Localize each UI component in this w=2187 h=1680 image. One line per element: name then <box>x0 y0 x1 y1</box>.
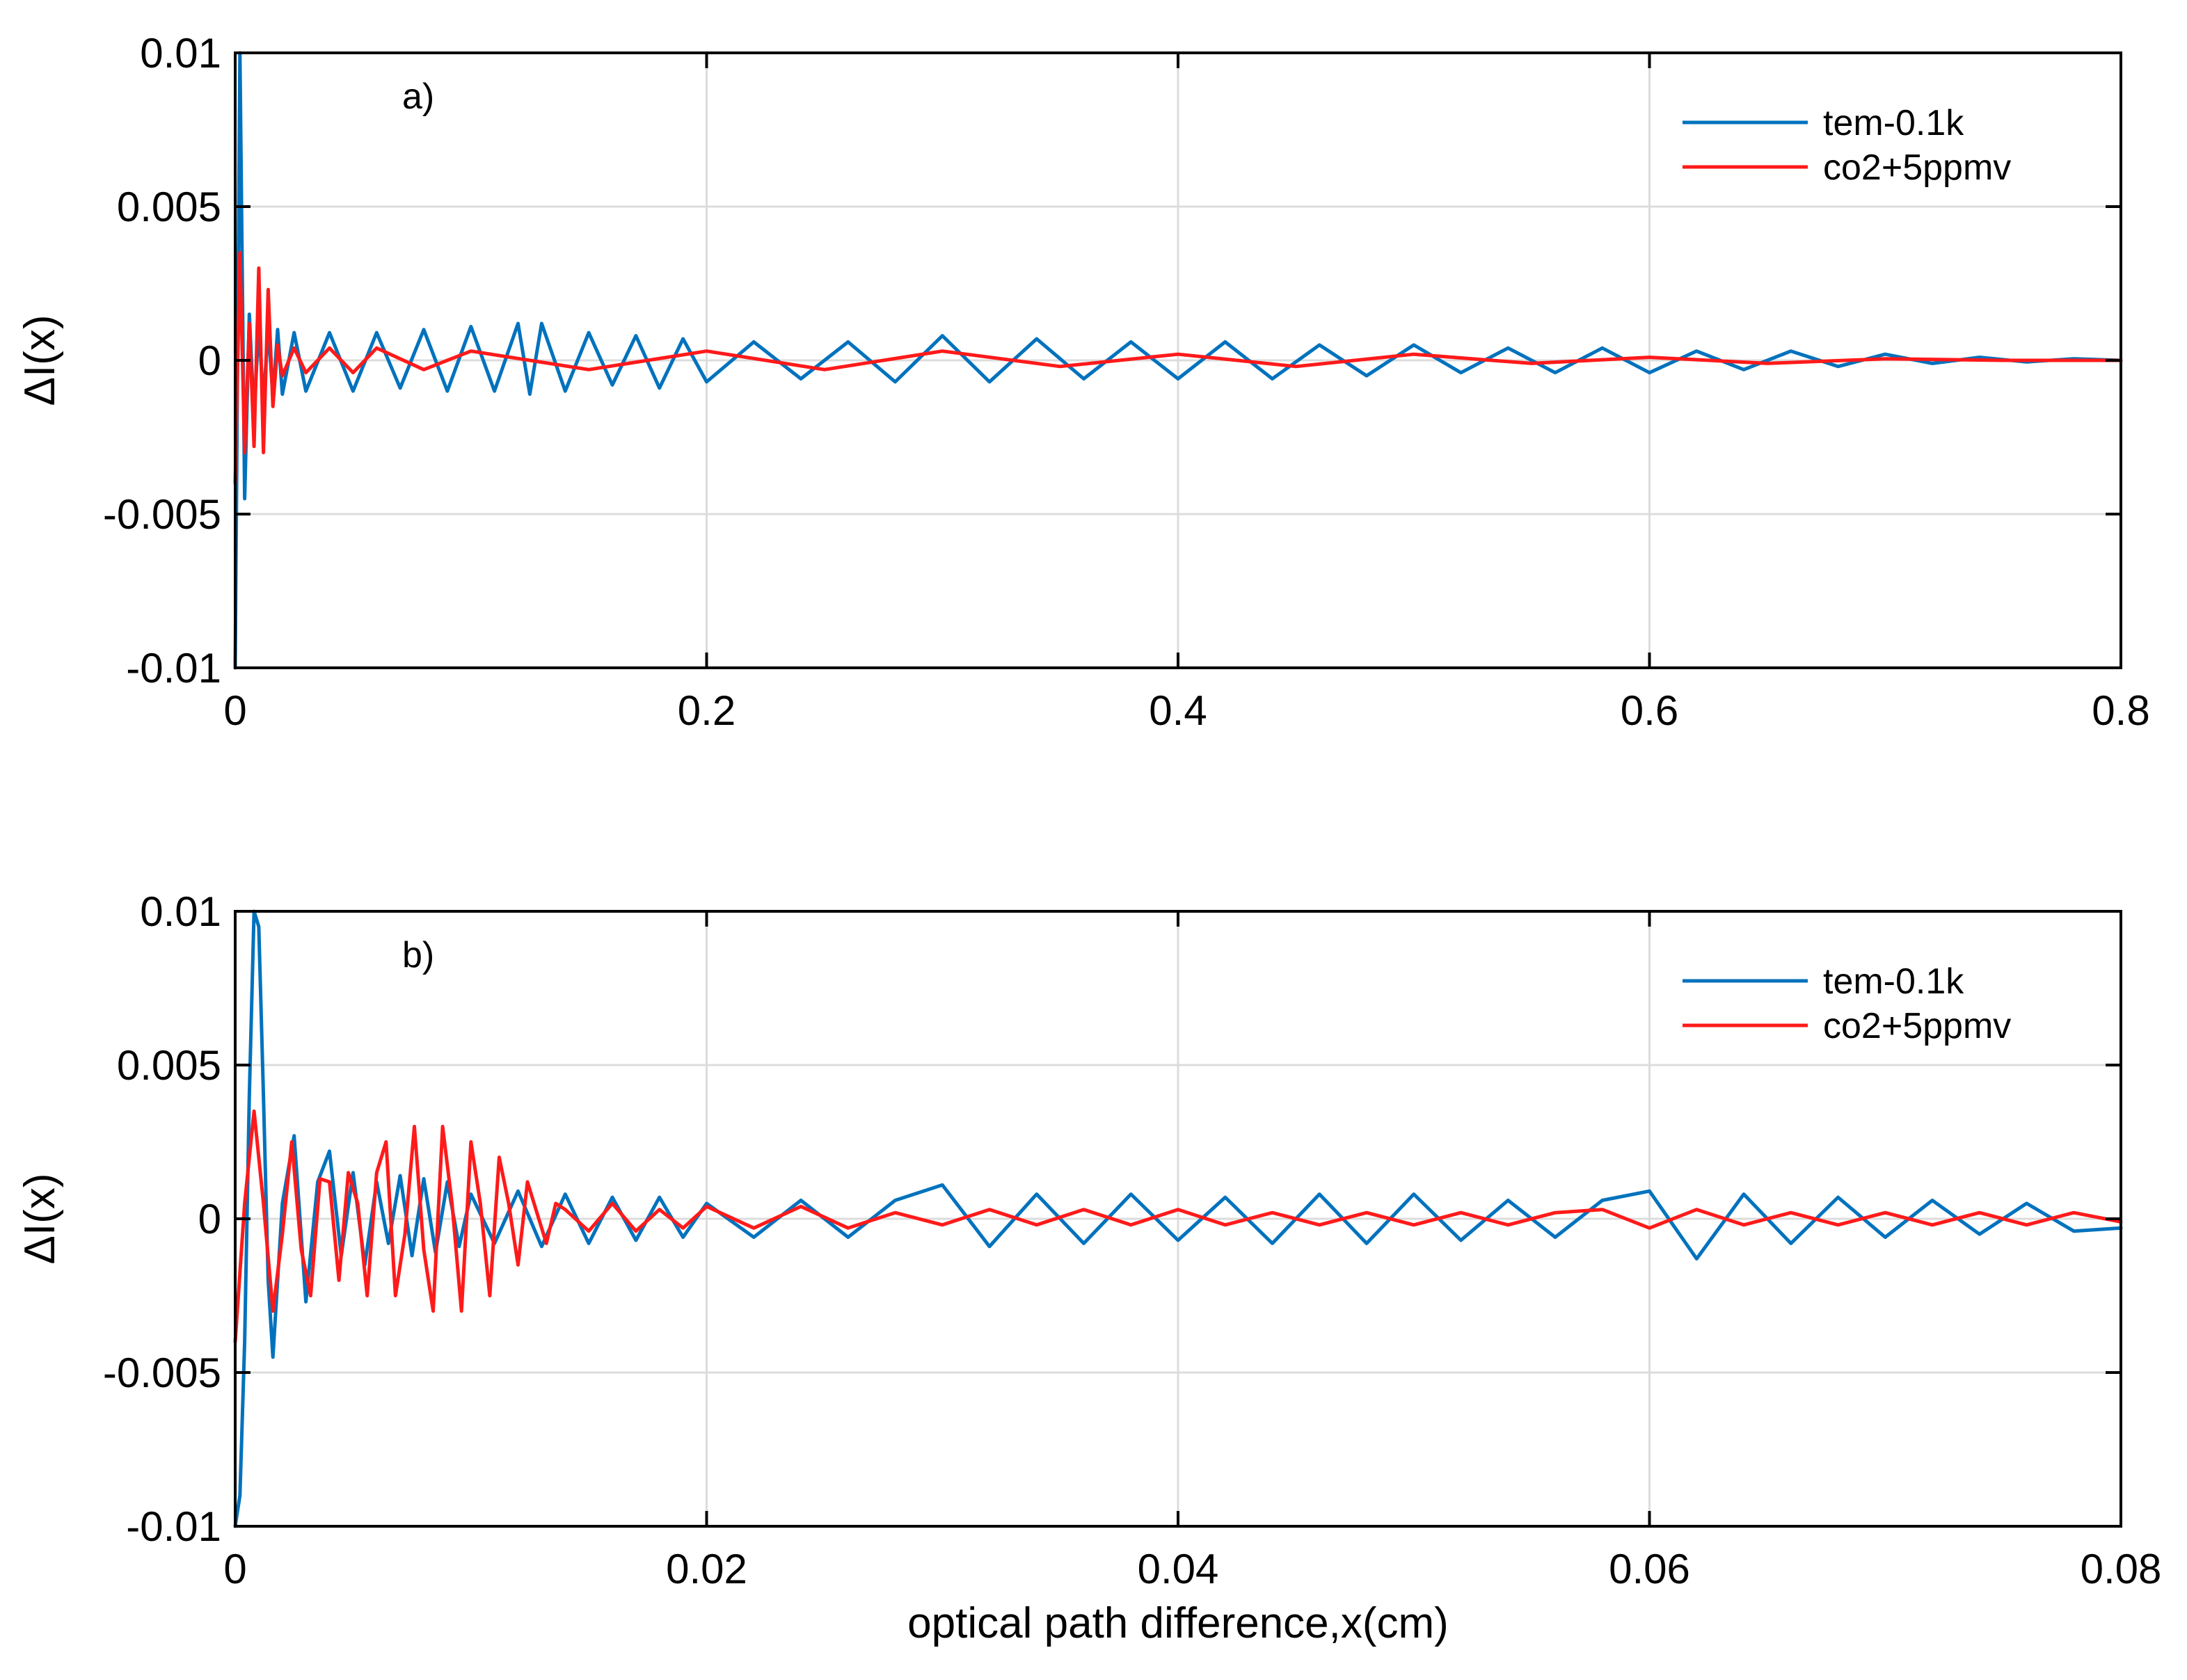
panel-b-x-tick-label: 0.04 <box>1138 1546 1219 1592</box>
panel-b-x-axis-label: optical path difference,x(cm) <box>907 1599 1449 1647</box>
panel-b-legend: tem-0.1k co2+5ppmv <box>1683 961 2011 1046</box>
panel-a-y-tick-label: -0.005 <box>103 491 221 538</box>
panel-a-y-axis-label: ΔI(x) <box>16 315 64 406</box>
panel-a-legend-label-co2: co2+5ppmv <box>1823 147 2011 188</box>
panel-b-series <box>233 909 2123 1528</box>
panel-b-legend-label-co2: co2+5ppmv <box>1823 1006 2011 1046</box>
panel-a-label: a) <box>402 77 434 117</box>
panel-b-series-tem-line <box>233 909 2123 1528</box>
panel-b-legend-label-tem: tem-0.1k <box>1823 961 1964 1002</box>
panel-b-label: b) <box>402 935 434 975</box>
panel-b-y-tick-label: -0.01 <box>126 1503 221 1550</box>
panel-a-y-tick-label: 0.01 <box>140 30 221 77</box>
panel-b: 0 0.02 0.04 0.06 0.08 -0.01 -0.005 0 0.005 0.01 b… <box>16 888 2161 1647</box>
panel-a-ticks: 0 0.2 0.4 0.6 0.8 -0.01 -0.005 0 0.005 0.01 <box>103 30 2150 734</box>
panel-a-grid <box>235 53 2121 668</box>
panel-b-grid <box>235 911 2121 1526</box>
panel-b-x-tick-label: 0 <box>223 1546 246 1592</box>
panel-b-ticks: 0 0.02 0.04 0.06 0.08 -0.01 -0.005 0 0.005 0.01 <box>103 888 2162 1592</box>
panel-a-x-tick-label: 0.8 <box>2092 687 2149 734</box>
panel-a-x-tick-label: 0.4 <box>1149 687 1207 734</box>
panel-a-x-tick-label: 0 <box>223 687 246 734</box>
panel-b-y-tick-label: -0.005 <box>103 1350 221 1396</box>
panel-a-x-tick-label: 0.2 <box>678 687 735 734</box>
panel-a-x-tick-label: 0.6 <box>1621 687 1678 734</box>
panel-a-y-tick-label: -0.01 <box>126 645 221 691</box>
panel-a-y-tick-label: 0 <box>198 337 221 384</box>
panel-a-series <box>233 51 2123 670</box>
panel-b-y-tick-label: 0 <box>198 1196 221 1242</box>
panel-b-y-tick-label: 0.005 <box>117 1042 221 1089</box>
panel-a: 0 0.2 0.4 0.6 0.8 -0.01 -0.005 0 0.005 0.01 a) ΔI… <box>16 30 2150 734</box>
panel-a-legend-label-tem: tem-0.1k <box>1823 103 1964 143</box>
panel-a-legend: tem-0.1k co2+5ppmv <box>1683 103 2011 188</box>
panel-b-series-co2-line <box>233 1109 2123 1344</box>
panel-b-x-tick-label: 0.08 <box>2081 1546 2162 1592</box>
panel-b-y-axis-label: ΔI(x) <box>16 1174 64 1265</box>
panel-b-x-tick-label: 0.02 <box>666 1546 747 1592</box>
panel-a-y-tick-label: 0.005 <box>117 184 221 230</box>
panel-a-series-co2-line <box>233 250 2123 486</box>
panel-b-x-tick-label: 0.06 <box>1609 1546 1690 1592</box>
panel-a-series-tem-line <box>233 51 2123 670</box>
panel-b-y-tick-label: 0.01 <box>140 888 221 935</box>
